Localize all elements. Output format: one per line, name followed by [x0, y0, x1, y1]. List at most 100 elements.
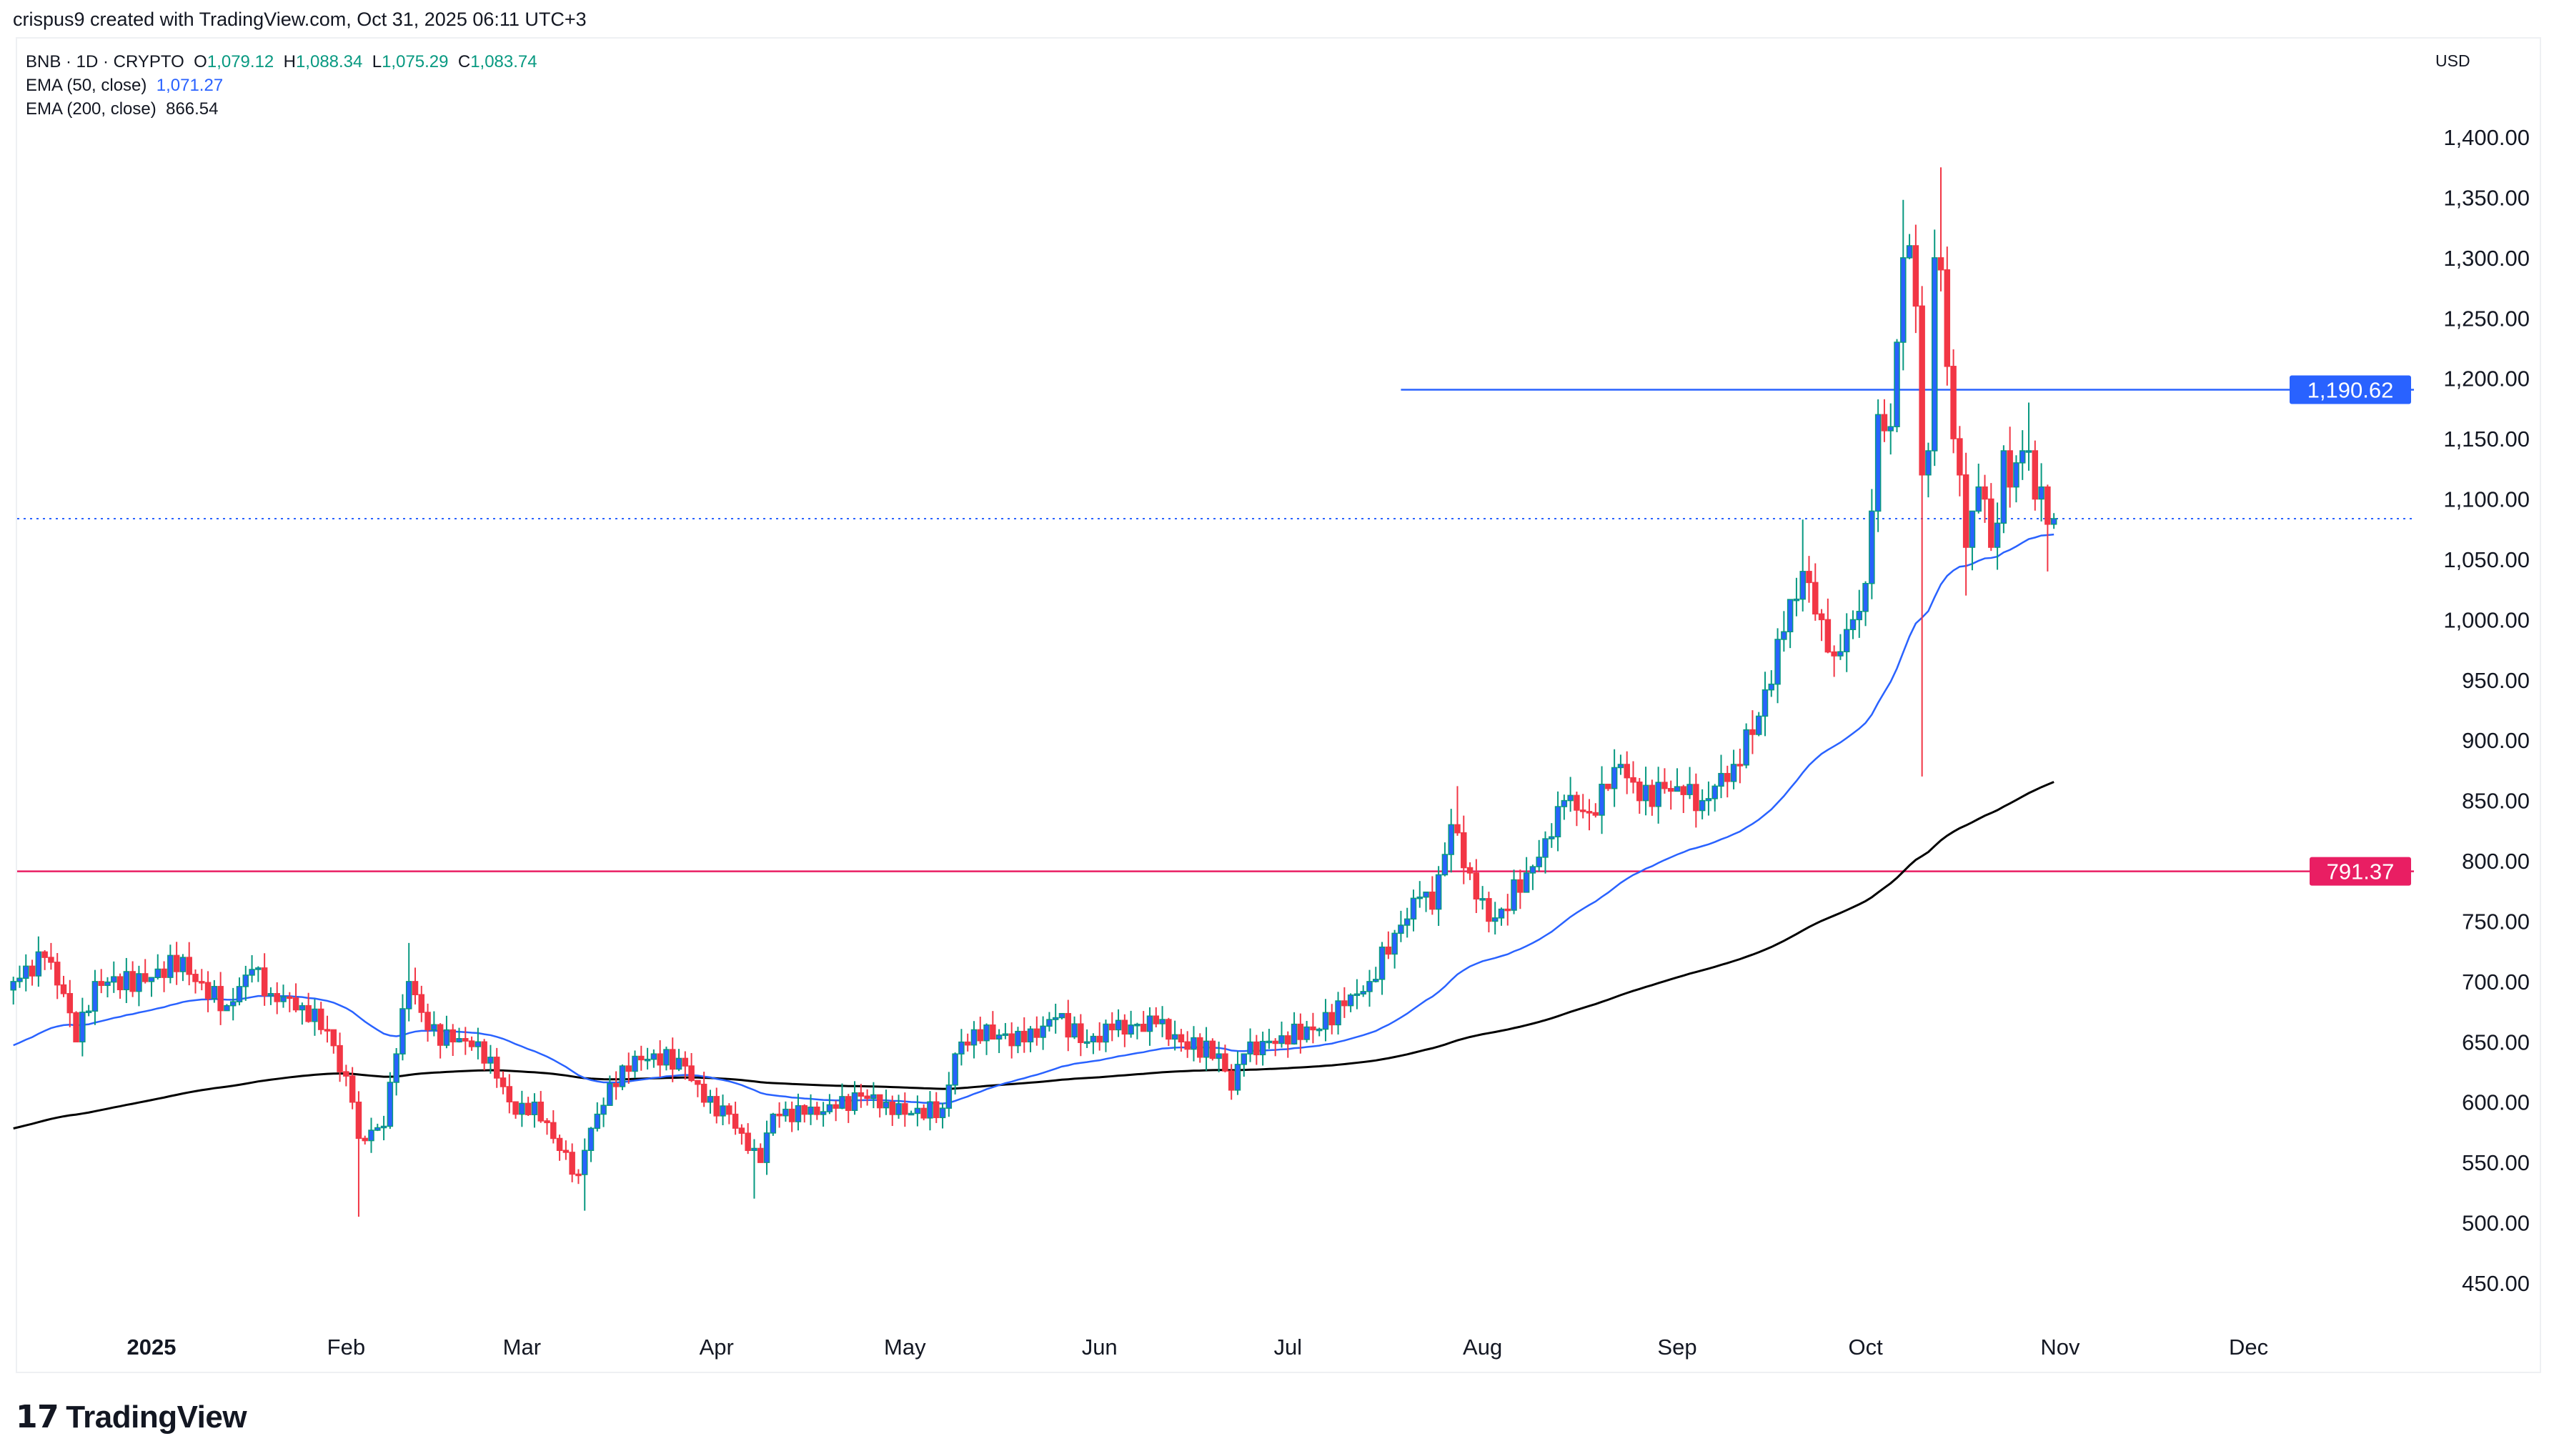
candle-down[interactable] [920, 1104, 927, 1121]
candle-up[interactable] [35, 936, 42, 987]
candle-up[interactable] [1247, 1028, 1253, 1062]
candle-down[interactable] [317, 1002, 324, 1034]
candle-up[interactable] [79, 997, 86, 1057]
candle-up[interactable] [1862, 581, 1869, 627]
candle-up[interactable] [1511, 869, 1517, 914]
candle-down[interactable] [512, 1101, 519, 1119]
candle-up[interactable] [1479, 886, 1486, 910]
candle-down[interactable] [1109, 1012, 1115, 1042]
candle-down[interactable] [525, 1097, 532, 1116]
candle-down[interactable] [964, 1033, 971, 1052]
candle-up[interactable] [399, 994, 406, 1061]
candle-up[interactable] [2013, 455, 2019, 503]
candle-down[interactable] [657, 1040, 663, 1077]
candle-up[interactable] [914, 1095, 921, 1127]
candle-down[interactable] [1693, 773, 1699, 828]
candle-down[interactable] [1473, 859, 1480, 914]
candle-up[interactable] [581, 1138, 588, 1211]
candle-up[interactable] [851, 1081, 858, 1115]
candle-down[interactable] [54, 953, 61, 999]
candle-up[interactable] [456, 1027, 462, 1043]
candle-down[interactable] [1285, 1031, 1291, 1058]
candle-down[interactable] [845, 1094, 852, 1123]
candle-down[interactable] [990, 1011, 996, 1040]
candle-up[interactable] [104, 977, 111, 997]
candle-up[interactable] [249, 954, 255, 983]
candle-up[interactable] [970, 1021, 978, 1059]
candle-down[interactable] [173, 942, 180, 985]
candle-down[interactable] [1310, 1012, 1316, 1044]
candle-up[interactable] [267, 987, 274, 1005]
candle-up[interactable] [1849, 610, 1857, 639]
candle-down[interactable] [1209, 1038, 1216, 1061]
candle-up[interactable] [782, 1101, 789, 1122]
candle-down[interactable] [550, 1110, 557, 1144]
candle-up[interactable] [242, 965, 249, 1001]
candle-down[interactable] [833, 1100, 839, 1122]
candle-down[interactable] [129, 961, 136, 997]
candle-up[interactable] [1335, 992, 1341, 1035]
candle-up[interactable] [1599, 766, 1605, 834]
candle-down[interactable] [612, 1071, 620, 1100]
candle-up[interactable] [111, 961, 117, 993]
chart-pane[interactable] [16, 37, 2541, 1373]
candle-down[interactable] [2044, 484, 2051, 572]
candle-up[interactable] [1416, 881, 1423, 908]
candle-down[interactable] [349, 1067, 356, 1110]
candle-down[interactable] [1385, 931, 1392, 959]
candle-up[interactable] [795, 1093, 802, 1131]
candle-down[interactable] [355, 1091, 362, 1217]
candle-up[interactable] [1674, 768, 1681, 792]
candle-up[interactable] [1529, 864, 1536, 890]
candle-up[interactable] [299, 1002, 306, 1025]
candle-up[interactable] [1705, 781, 1712, 816]
candle-up[interactable] [1410, 889, 1417, 932]
candle-down[interactable] [569, 1143, 575, 1182]
candle-down[interactable] [1166, 1017, 1172, 1047]
candle-up[interactable] [1241, 1053, 1248, 1077]
candle-down[interactable] [1140, 1011, 1147, 1032]
candle-up[interactable] [1373, 967, 1379, 983]
candle-down[interactable] [1680, 784, 1687, 814]
ema50-row[interactable]: EMA (50, close) 1,071.27 [26, 74, 537, 97]
candle-down[interactable] [1736, 748, 1744, 784]
candle-up[interactable] [1969, 510, 1976, 571]
candle-up[interactable] [280, 984, 287, 1008]
candle-down[interactable] [186, 942, 192, 986]
candle-up[interactable] [1103, 1019, 1109, 1052]
candle-down[interactable] [1988, 483, 1994, 552]
candle-up[interactable] [751, 1139, 757, 1199]
candle-up[interactable] [952, 1052, 958, 1095]
candle-up[interactable] [1360, 985, 1366, 997]
candle-up[interactable] [808, 1094, 814, 1125]
candle-down[interactable] [48, 942, 54, 970]
candle-up[interactable] [1398, 910, 1404, 942]
candle-up[interactable] [1711, 784, 1718, 812]
candle-up[interactable] [826, 1094, 833, 1115]
candle-down[interactable] [161, 961, 167, 992]
candle-down[interactable] [977, 1017, 984, 1044]
candle-up[interactable] [1491, 902, 1499, 935]
candle-up[interactable] [1046, 1012, 1053, 1032]
candle-down[interactable] [2032, 440, 2039, 511]
candle-down[interactable] [204, 971, 212, 1012]
candle-down[interactable] [1297, 1013, 1304, 1054]
candle-up[interactable] [927, 1091, 933, 1131]
candle-up[interactable] [1837, 634, 1844, 660]
candle-up[interactable] [675, 1049, 682, 1072]
candle-down[interactable] [933, 1092, 940, 1123]
candle-up[interactable] [1925, 442, 1932, 498]
candle-down[interactable] [324, 1015, 331, 1043]
candle-down[interactable] [575, 1169, 582, 1185]
candle-down[interactable] [1486, 892, 1492, 933]
candle-down[interactable] [1579, 794, 1586, 819]
candle-down[interactable] [462, 1027, 469, 1055]
candle-down[interactable] [537, 1091, 544, 1123]
candle-up[interactable] [2050, 513, 2057, 529]
candle-down[interactable] [1881, 399, 1888, 442]
candle-down[interactable] [1153, 1007, 1160, 1028]
candle-up[interactable] [374, 1123, 381, 1132]
candle-down[interactable] [1806, 556, 1812, 603]
candle-up[interactable] [1203, 1027, 1210, 1071]
candle-up[interactable] [1002, 1022, 1009, 1039]
